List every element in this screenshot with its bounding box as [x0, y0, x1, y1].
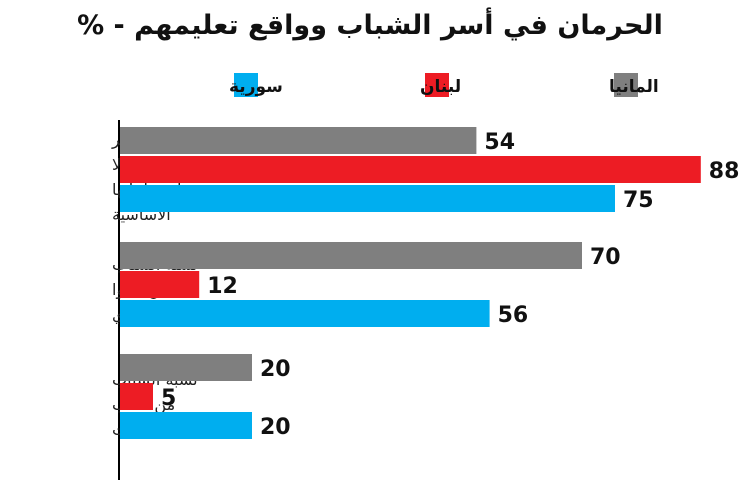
legend-swatch-2	[425, 73, 449, 97]
legend-swatch-1	[614, 73, 638, 97]
legend-label-2: لبنان	[420, 77, 461, 97]
legend-label-1: المانيا	[609, 77, 659, 97]
bar-3-2	[120, 383, 153, 410]
legend: المانيا لبنان سورية	[229, 73, 659, 97]
value-label-3-3: 20	[260, 415, 291, 440]
bar-2-1	[120, 242, 582, 269]
bar-1-2	[120, 156, 701, 183]
value-label-1-3: 75	[623, 188, 654, 213]
bar-2-3	[120, 300, 490, 327]
value-label-2-3: 56	[498, 303, 529, 328]
bar-2-2	[120, 271, 200, 298]
value-labels: 54 88 75 70 12 56 20 5 20	[161, 130, 739, 440]
value-label-3-2: 5	[161, 386, 176, 411]
value-label-2-1: 70	[590, 245, 621, 270]
value-label-3-1: 20	[260, 357, 291, 382]
bar-1-3	[120, 185, 615, 212]
value-label-2-2: 12	[207, 274, 238, 299]
value-label-1-2: 88	[709, 159, 739, 184]
legend-swatch-3	[234, 73, 258, 97]
bar-3-1	[120, 354, 252, 381]
bars	[120, 127, 701, 439]
bar-1-1	[120, 127, 477, 154]
legend-label-3: سورية	[229, 77, 283, 97]
bar-3-3	[120, 412, 252, 439]
value-label-1-1: 54	[484, 130, 515, 155]
chart-title: الحرمان في أسر الشباب وواقع تعليمهم - %	[77, 7, 663, 41]
